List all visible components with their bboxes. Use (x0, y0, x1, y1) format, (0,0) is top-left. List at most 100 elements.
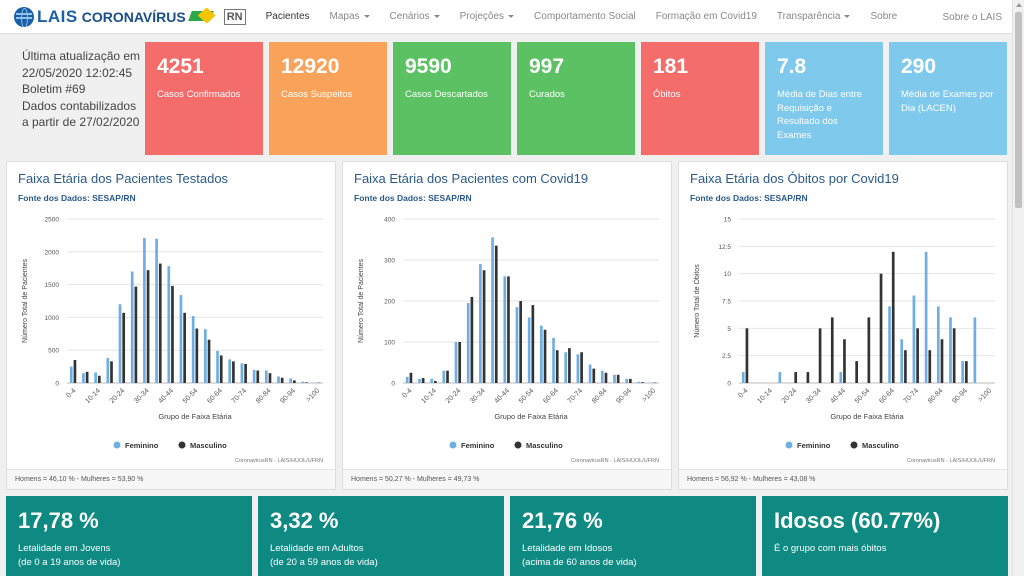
bar-female (252, 369, 256, 383)
x-tick-label: >100 (305, 387, 321, 403)
legend-female-label: Feminino (125, 441, 159, 450)
bar-male (183, 312, 186, 383)
stat-label: Casos Suspeitos (281, 89, 353, 100)
bar-female (430, 378, 433, 383)
y-tick-label: 0 (391, 381, 395, 388)
nav-mapas[interactable]: Mapas (320, 0, 380, 34)
main-nav: Pacientes Mapas Cenários Projeções Compo… (256, 0, 908, 34)
chevron-down-icon (844, 15, 851, 18)
bar-male (280, 377, 284, 383)
y-tick-label: 1500 (45, 282, 60, 289)
scroll-up-arrow-icon[interactable] (1016, 3, 1022, 7)
bar-male (629, 378, 632, 383)
bar-female (143, 238, 146, 383)
chart-panel-covid: Faixa Etária dos Pacientes com Covid19 F… (342, 161, 672, 490)
nav-pacientes[interactable]: Pacientes (265, 11, 310, 22)
bar-male (171, 285, 174, 383)
x-tick-label: 0-4 (737, 387, 749, 399)
bar-male (745, 328, 749, 383)
stat-avg-exams: 290 Média de Exames por Dia (LACEN) (889, 42, 1007, 155)
brand-rn: RN (223, 8, 246, 25)
bar-female (118, 304, 122, 383)
bar-male (519, 301, 522, 383)
card-value: 21,76 % (522, 508, 603, 533)
credit-text: CoronavirusRN - LAIS/HUOL/UFRN (907, 458, 995, 464)
y-tick-label: 12.5 (718, 244, 731, 251)
bar-male (244, 363, 247, 383)
globe-icon (14, 6, 34, 27)
bar-male (616, 374, 620, 383)
bar-female (289, 378, 293, 383)
nav-cenarios[interactable]: Cenários (380, 0, 450, 34)
brand-lais: LAIS (37, 6, 78, 26)
y-tick-label: 300 (384, 258, 395, 265)
nav-sobre[interactable]: Sobre (870, 11, 898, 22)
bar-male (219, 355, 223, 383)
chevron-down-icon (363, 15, 370, 18)
flag-icon (187, 7, 220, 26)
stat-suspected: 12920 Casos Suspeitos (269, 42, 387, 155)
bar-male (891, 251, 895, 383)
bar-female (106, 358, 110, 383)
bar-male (580, 352, 583, 383)
bar-male (146, 270, 150, 383)
brand-logo[interactable]: LAIS CORONAVÍRUS RN (0, 0, 246, 34)
x-tick-label: 30-34 (133, 387, 151, 405)
scroll-thumb[interactable] (1015, 12, 1022, 208)
legend-female-dot (449, 441, 457, 449)
card-value: 3,32 % (270, 508, 339, 533)
bar-female (228, 359, 232, 383)
bar-female (454, 342, 458, 383)
nav-comportamento-social[interactable]: Comportamento Social (534, 11, 636, 22)
bar-female (515, 307, 519, 383)
bar-male (604, 372, 608, 383)
stat-label: Média de Dias entre Requisição e Resulta… (777, 89, 863, 141)
x-tick-label: 90-94 (279, 387, 297, 405)
x-tick-label: 40-44 (829, 387, 847, 405)
stat-value: 7.8 (777, 55, 807, 78)
top-navbar: LAIS CORONAVÍRUS RN Pacientes Mapas Cená… (0, 0, 1012, 34)
bar-female (179, 295, 183, 383)
x-tick-label: >100 (977, 387, 993, 403)
x-tick-label: 40-44 (493, 387, 511, 405)
stat-value: 9590 (405, 55, 452, 78)
bar-male (952, 328, 956, 383)
bar-female (949, 317, 952, 383)
bar-male (507, 276, 510, 383)
nav-transparencia[interactable]: Transparência (767, 0, 861, 34)
bar-female (69, 366, 73, 383)
y-axis-label: Número Total de Pacientes (358, 259, 365, 343)
nav-sobre-lais[interactable]: Sobre o LAIS (942, 11, 1002, 23)
x-tick-label: 30-34 (805, 387, 823, 405)
card-sublabel: (de 20 a 59 anos de vida) (270, 557, 378, 568)
nav-formacao-covid19[interactable]: Formação em Covid19 (655, 11, 757, 22)
bar-male (256, 370, 260, 383)
x-tick-label: 0-4 (401, 387, 413, 399)
card-lethality-elderly: 21,76 % Letalidade em Idosos (acima de 60… (510, 496, 756, 576)
y-tick-label: 400 (384, 217, 395, 224)
update-label: Última atualização em (22, 49, 141, 63)
bar-male (207, 339, 211, 383)
x-tick-label: 10-14 (420, 387, 438, 405)
bar-male (73, 360, 77, 383)
y-tick-label: 100 (384, 340, 395, 347)
bar-male (928, 350, 932, 383)
bar-female (130, 271, 134, 383)
page-scrollbar[interactable] (1012, 0, 1024, 576)
bar-male (421, 378, 425, 383)
legend-female-label: Feminino (461, 441, 495, 450)
bar-male (568, 348, 571, 383)
nav-projecoes[interactable]: Projeções (450, 0, 524, 34)
bar-male (482, 270, 486, 383)
y-tick-label: 500 (48, 348, 59, 355)
legend-male-dot (514, 441, 522, 449)
bar-female (576, 354, 580, 383)
bar-male (305, 382, 308, 383)
bar-female (888, 306, 891, 383)
data-source: Fonte dos Dados: SESAP/RN (354, 193, 472, 203)
bar-male (806, 372, 810, 383)
bar-chart-tested: 0 500 1000 1500 2000 2500 Número Total de Paci… (22, 217, 323, 465)
bar-male (641, 382, 644, 383)
bar-male (268, 373, 272, 383)
bar-female (973, 317, 977, 383)
